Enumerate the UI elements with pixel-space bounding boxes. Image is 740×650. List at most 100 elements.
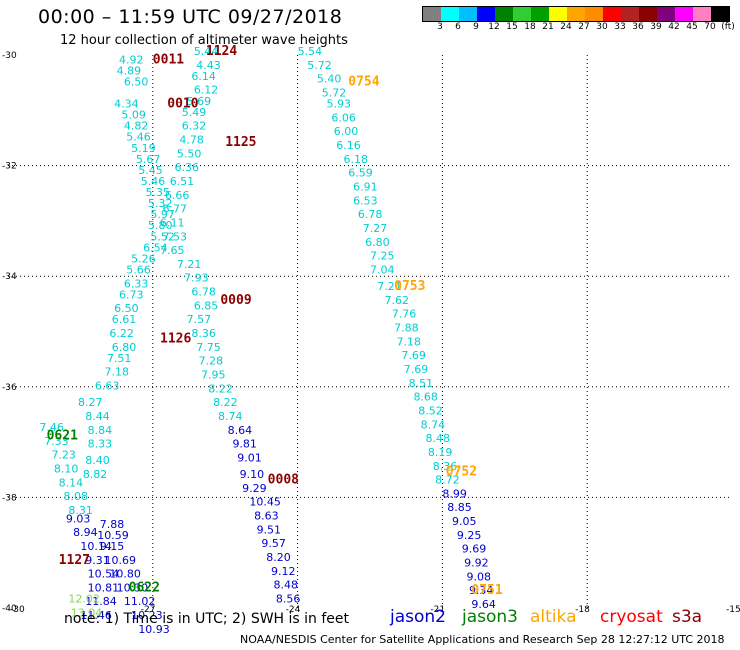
wave-height-value: 8.85 — [447, 501, 472, 514]
wave-height-value: 8.72 — [435, 474, 460, 487]
colorbar-label: 30 — [596, 22, 608, 32]
colorbar-cell — [441, 7, 459, 21]
wave-height-value: 7.76 — [392, 308, 417, 321]
legend-item-cryosat: cryosat — [600, 607, 663, 627]
wave-height-value: 5.72 — [307, 59, 332, 72]
wave-height-value: 8.56 — [276, 592, 301, 605]
colorbar-label: 12 — [488, 22, 500, 32]
wave-height-value: 13.04 — [71, 606, 103, 619]
wave-height-value: 10.14 — [80, 540, 112, 553]
wave-height-value: 9.31 — [85, 554, 110, 567]
colorbar-cell — [567, 7, 585, 21]
wave-height-value: 6.54 — [143, 241, 168, 254]
colorbar-label: 15 — [506, 22, 518, 32]
wave-height-value: 7.33 — [44, 435, 68, 448]
wave-height-value: 5.40 — [317, 73, 342, 86]
pass-time-label: 1125 — [225, 135, 256, 150]
colorbar-cell — [459, 7, 477, 21]
wave-height-value: 7.27 — [363, 222, 388, 235]
wave-height-value: 7.21 — [377, 280, 402, 293]
wave-height-value: 6.00 — [334, 125, 359, 138]
colorbar-label: 3 — [437, 22, 443, 32]
wave-height-value: 10.93 — [138, 623, 170, 636]
wave-height-value: 10.23 — [131, 609, 163, 622]
wave-height-value: 8.36 — [433, 460, 458, 473]
wave-height-value: 7.65 — [160, 244, 185, 257]
colorbar-cell — [549, 7, 567, 21]
wave-height-value: 7.88 — [394, 322, 419, 335]
wave-height-value: 5.80 — [148, 219, 173, 232]
wave-height-value: 7.75 — [196, 341, 221, 354]
wave-height-value: 8.68 — [413, 391, 438, 404]
colorbar-cell — [657, 7, 675, 21]
wave-height-value: 8.22 — [213, 396, 238, 409]
colorbar-label: (ft) — [721, 22, 735, 32]
wave-height-value: 10.54 — [88, 568, 120, 581]
wave-height-value: 6.53 — [353, 194, 378, 207]
wave-height-value: 10.69 — [105, 554, 136, 567]
wave-height-value: 6.22 — [109, 327, 134, 340]
wave-height-value: 7.93 — [184, 272, 209, 285]
wave-height-value: 9.81 — [232, 438, 257, 451]
colorbar-cell — [531, 7, 549, 21]
wave-height-value: 6.14 — [191, 70, 216, 83]
pass-time-label: 0010 — [167, 97, 198, 112]
pass-time-label: 1124 — [206, 44, 237, 59]
wave-height-value: 10.81 — [88, 581, 120, 594]
legend-item-s3a: s3a — [672, 607, 703, 627]
colorbar-cell — [603, 7, 621, 21]
wave-height-value: 6.78 — [358, 208, 383, 221]
lat-tick-label: -32 — [2, 162, 17, 172]
lon-tick-label: -27 — [141, 605, 156, 615]
pass-time-label: 0754 — [348, 74, 379, 89]
colorbar-cell — [495, 7, 513, 21]
legend-item-jason3: jason3 — [462, 607, 518, 627]
wave-height-value: 8.51 — [409, 377, 434, 390]
wave-height-value: 9.12 — [271, 565, 296, 578]
wave-height-value: 6.80 — [112, 341, 137, 354]
wave-height-value: 6.06 — [331, 111, 356, 124]
lat-tick-label: -40 — [2, 604, 17, 614]
wave-height-value: 6.78 — [191, 286, 216, 299]
colorbar-label: 27 — [578, 22, 590, 32]
colorbar-label: 45 — [686, 22, 698, 32]
wave-height-value: 10.45 — [249, 496, 280, 509]
wave-height-value: 7.69 — [401, 349, 426, 362]
wave-height-value: 5.32 — [148, 197, 173, 210]
wave-height-value: 6.36 — [175, 161, 200, 174]
wave-height-value: 6.85 — [194, 299, 219, 312]
wave-height-value: 11.02 — [124, 595, 156, 608]
colorbar-label: 36 — [632, 22, 644, 32]
wave-height-value: 8.20 — [266, 551, 291, 564]
wave-height-value: 6.61 — [112, 313, 137, 326]
wave-height-value: 5.66 — [126, 263, 150, 276]
wave-height-value: 7.25 — [370, 250, 395, 263]
lat-tick-label: -30 — [2, 51, 17, 61]
wave-height-value: 9.08 — [467, 570, 492, 583]
wave-height-value: 5.26 — [131, 252, 156, 265]
wave-height-value: 5.50 — [177, 147, 202, 160]
wave-height-value: 8.48 — [273, 579, 298, 592]
wave-height-value: 5.69 — [187, 95, 212, 108]
wave-height-value: 9.34 — [469, 584, 494, 597]
wave-height-value: 9.51 — [257, 523, 282, 536]
colorbar-cell — [423, 7, 441, 21]
wave-height-value: 10.80 — [109, 568, 141, 581]
pass-time-label: 1126 — [160, 332, 191, 347]
wave-height-value: 5.67 — [136, 153, 161, 166]
wave-height-value: 8.27 — [78, 396, 103, 409]
colorbar-label: 6 — [455, 22, 461, 32]
pass-time-label: 0752 — [446, 464, 477, 479]
wave-height-value: 6.18 — [343, 153, 368, 166]
wave-height-value: 9.64 — [471, 598, 496, 611]
wave-height-value: 8.48 — [426, 432, 451, 445]
wave-height-value: 8.63 — [254, 510, 279, 523]
pass-time-label: 0751 — [471, 583, 502, 598]
wave-height-value: 8.22 — [208, 382, 233, 395]
wave-height-value: 5.72 — [322, 86, 347, 99]
wave-height-value: 8.99 — [442, 487, 467, 500]
wave-height-value: 8.94 — [73, 526, 98, 539]
colorbar-label: 42 — [668, 22, 680, 32]
wave-height-value: 8.14 — [59, 476, 84, 489]
